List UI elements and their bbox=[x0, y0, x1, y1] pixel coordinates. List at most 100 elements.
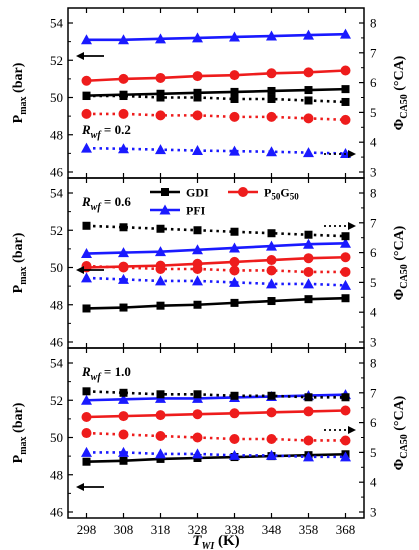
data-point bbox=[192, 244, 203, 255]
left-tick-label: 50 bbox=[50, 430, 63, 445]
panel-3: 46 48 50 52 54 3 4 5 6 7 8 Rwf = 1.0 Pmax (bar) ΦCA50… bbox=[11, 347, 410, 520]
data-point bbox=[192, 263, 203, 274]
series-line bbox=[86, 264, 346, 274]
legend-entry-pfi: PFI bbox=[150, 204, 206, 218]
data-point bbox=[192, 145, 203, 156]
data-point bbox=[230, 227, 239, 236]
legend-label: GDI bbox=[186, 186, 209, 200]
data-point bbox=[266, 68, 277, 79]
data-point bbox=[118, 429, 129, 440]
data-point bbox=[81, 75, 92, 86]
data-point bbox=[340, 65, 351, 76]
right-tick-label: 5 bbox=[370, 105, 377, 120]
right-tick-label: 6 bbox=[370, 245, 377, 260]
data-point bbox=[229, 256, 240, 267]
data-point bbox=[303, 451, 314, 462]
rwf-annotation: Rwf = 1.0 bbox=[81, 364, 131, 383]
data-point bbox=[192, 448, 203, 459]
data-point bbox=[155, 33, 166, 44]
data-point bbox=[303, 266, 314, 277]
series-gdi-ca50 bbox=[82, 92, 350, 106]
data-point bbox=[156, 224, 165, 233]
right-tick-label: 4 bbox=[370, 135, 377, 150]
data-point bbox=[118, 73, 129, 84]
data-point bbox=[304, 86, 313, 95]
series-gdi-ca50 bbox=[82, 221, 350, 241]
data-point bbox=[230, 298, 239, 307]
left-tick-label: 48 bbox=[50, 297, 63, 312]
left-tick-label: 52 bbox=[50, 223, 63, 238]
data-point bbox=[82, 387, 91, 396]
data-point bbox=[82, 221, 91, 230]
series-line bbox=[86, 69, 346, 83]
series-line bbox=[86, 296, 346, 310]
left-tick-label: 50 bbox=[50, 90, 63, 105]
data-point bbox=[119, 303, 128, 312]
series-p50g50-ca50 bbox=[81, 108, 351, 125]
data-point bbox=[155, 448, 166, 459]
data-point bbox=[81, 248, 92, 259]
right-tick-label: 3 bbox=[370, 165, 377, 180]
x-tick-label: 338 bbox=[225, 522, 245, 537]
data-point bbox=[341, 232, 350, 241]
right-axis-label: ΦCA50 (°CA) bbox=[392, 55, 410, 130]
data-point bbox=[156, 93, 165, 102]
data-point bbox=[81, 142, 92, 153]
data-point bbox=[81, 108, 92, 119]
right-tick-label: 7 bbox=[370, 215, 377, 230]
right-tick-label: 6 bbox=[370, 415, 377, 430]
left-tick-label: 52 bbox=[50, 393, 63, 408]
data-point bbox=[229, 433, 240, 444]
data-point bbox=[230, 94, 239, 103]
x-tick-label: 318 bbox=[151, 522, 171, 537]
data-point bbox=[81, 428, 92, 439]
data-point bbox=[304, 393, 313, 402]
data-point bbox=[193, 300, 202, 309]
data-point bbox=[82, 92, 91, 101]
right-tick-label: 5 bbox=[370, 445, 377, 460]
data-point bbox=[266, 240, 277, 251]
data-point bbox=[82, 304, 91, 313]
data-point bbox=[119, 223, 128, 232]
data-point bbox=[229, 449, 240, 460]
series-p50g50-pmax bbox=[81, 405, 351, 423]
left-tick-label: 48 bbox=[50, 127, 63, 142]
data-point bbox=[340, 252, 351, 263]
data-point bbox=[229, 145, 240, 156]
data-point bbox=[118, 34, 129, 45]
data-point bbox=[341, 393, 350, 402]
data-point bbox=[192, 409, 203, 420]
data-point bbox=[155, 144, 166, 155]
data-point bbox=[266, 449, 277, 460]
series-line bbox=[86, 409, 346, 419]
series-line bbox=[86, 32, 346, 42]
data-point bbox=[155, 431, 166, 442]
data-point bbox=[81, 394, 92, 405]
right-tick-label: 8 bbox=[370, 356, 377, 371]
data-point bbox=[340, 279, 351, 290]
rwf-annotation: Rwf = 0.2 bbox=[81, 122, 131, 141]
data-point bbox=[267, 86, 276, 95]
data-point bbox=[118, 108, 129, 119]
right-tick-label: 8 bbox=[370, 16, 377, 31]
right-tick-label: 7 bbox=[370, 45, 377, 60]
left-axis-arrowhead bbox=[76, 483, 84, 491]
data-point bbox=[229, 31, 240, 42]
data-point bbox=[118, 262, 129, 273]
data-point bbox=[304, 230, 313, 239]
data-point bbox=[118, 393, 129, 404]
series-pfi-pmax bbox=[81, 237, 351, 259]
data-point bbox=[155, 72, 166, 83]
data-point bbox=[118, 446, 129, 457]
right-axis-arrowhead bbox=[348, 426, 356, 434]
series-line bbox=[86, 431, 346, 442]
series-line bbox=[86, 276, 346, 287]
series-pfi-pmax bbox=[81, 28, 351, 45]
legend: GDI P50G50 PFI bbox=[150, 186, 299, 218]
right-axis-arrowhead bbox=[348, 222, 356, 230]
data-point bbox=[193, 88, 202, 97]
data-point bbox=[229, 242, 240, 253]
data-point bbox=[340, 266, 351, 277]
data-point bbox=[341, 85, 350, 94]
right-tick-label: 4 bbox=[370, 305, 377, 320]
